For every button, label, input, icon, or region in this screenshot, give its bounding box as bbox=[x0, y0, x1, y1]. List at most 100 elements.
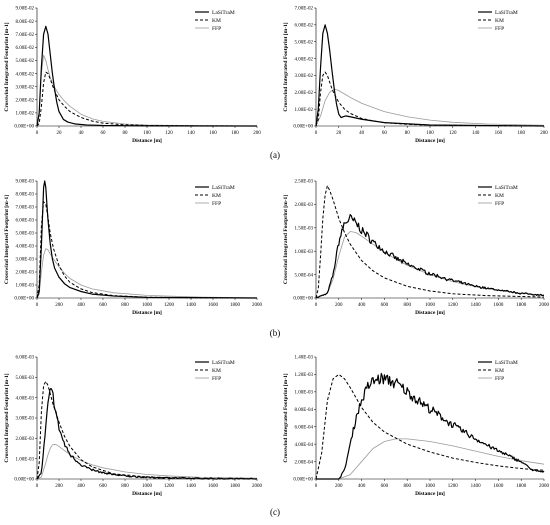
x-tick-label: 1200 bbox=[164, 484, 175, 489]
legend-label-ffp: FFP bbox=[495, 201, 504, 207]
x-tick-label: 140 bbox=[187, 131, 195, 136]
y-tick-label: 2.00E-03 bbox=[295, 203, 314, 208]
x-tick-label: 400 bbox=[358, 484, 366, 489]
x-tick-label: 2000 bbox=[252, 303, 263, 308]
y-tick-label: 6.00E-02 bbox=[16, 46, 35, 51]
x-tick-label: 1600 bbox=[493, 303, 504, 308]
series-line-ffp bbox=[316, 438, 545, 480]
x-tick-label: 2000 bbox=[539, 484, 550, 489]
y-tick-label: 7.00E-02 bbox=[16, 33, 35, 38]
x-tick-label: 0 bbox=[315, 484, 318, 489]
x-tick-label: 120 bbox=[449, 131, 457, 136]
y-tick-label: 3.00E-02 bbox=[295, 74, 314, 79]
x-tick-label: 80 bbox=[405, 131, 411, 136]
y-tick-label: 8.00E-03 bbox=[16, 193, 35, 198]
x-tick-label: 1400 bbox=[186, 303, 197, 308]
chart-c-right: 0.00E+00 2.00E-04 4.00E-04 6.00E-04 8.00E-04… bbox=[283, 356, 550, 497]
x-tick-label: 1000 bbox=[425, 484, 436, 489]
chart-b-right: 0.00E+00 5.00E-04 1.00E-03 1.50E-03 2.00E-03… bbox=[283, 180, 550, 316]
x-axis-label: Distance [m] bbox=[132, 310, 162, 316]
series-line-km bbox=[36, 201, 258, 299]
x-tick-label: 1000 bbox=[425, 303, 436, 308]
x-tick-label: 800 bbox=[403, 484, 411, 489]
y-tick-label: 2.00E-03 bbox=[16, 437, 35, 442]
series-line-km bbox=[36, 380, 258, 480]
legend-label-lasitram: LaSiTraM bbox=[212, 185, 235, 191]
x-tick-label: 200 bbox=[55, 484, 63, 489]
x-tick-label: 600 bbox=[99, 484, 107, 489]
series-line-km bbox=[36, 71, 258, 127]
x-tick-label: 1800 bbox=[516, 484, 527, 489]
legend-label-ffp: FFP bbox=[495, 26, 504, 32]
series-line-lasitram bbox=[36, 387, 258, 480]
series-line-lasitram bbox=[36, 25, 258, 127]
series-line-ffp bbox=[36, 444, 258, 480]
panel-label-c: (c) bbox=[270, 507, 280, 517]
series-line-ffp bbox=[315, 88, 545, 127]
x-tick-label: 600 bbox=[381, 303, 389, 308]
x-axis-label: Distance [m] bbox=[415, 491, 445, 497]
y-axis-label: Crosswind Integrated Footprint [m-1] bbox=[283, 22, 289, 111]
chart-c-left: 0.00E+00 1.00E-03 2.00E-03 3.00E-03 4.00E-03… bbox=[4, 356, 263, 497]
legend-label-lasitram: LaSiTraM bbox=[212, 360, 235, 366]
y-tick-label: 0.00E+00 bbox=[293, 478, 313, 483]
y-tick-label: 5.00E-02 bbox=[16, 59, 35, 64]
legend-label-lasitram: LaSiTraM bbox=[495, 10, 518, 16]
x-tick-label: 20 bbox=[336, 131, 342, 136]
y-tick-label: 5.00E-02 bbox=[295, 40, 314, 45]
legend-label-ffp: FFP bbox=[495, 376, 504, 382]
legend: LaSiTraM KM FFP bbox=[195, 185, 235, 207]
legend-label-lasitram: LaSiTraM bbox=[495, 360, 518, 366]
series-line-ffp bbox=[315, 231, 545, 299]
y-tick-label: 0.00E+00 bbox=[293, 297, 313, 302]
y-tick-label: 4.00E-03 bbox=[16, 396, 35, 401]
y-tick-label: 1.00E-03 bbox=[16, 457, 35, 462]
x-tick-label: 60 bbox=[382, 131, 388, 136]
series-line-ffp bbox=[36, 248, 258, 299]
y-tick-label: 2.00E-03 bbox=[16, 271, 35, 276]
y-tick-label: 5.00E-03 bbox=[16, 376, 35, 381]
y-tick-label: 3.00E-03 bbox=[16, 417, 35, 422]
chart-b-left: 0.00E+00 1.00E-03 2.00E-03 3.00E-03 4.00E-03… bbox=[4, 180, 263, 316]
x-tick-label: 100 bbox=[426, 131, 434, 136]
legend-label-lasitram: LaSiTraM bbox=[495, 185, 518, 191]
y-tick-label: 1.00E-03 bbox=[16, 284, 35, 289]
x-tick-label: 200 bbox=[540, 131, 548, 136]
y-axis-label: Crosswind Integrated Footprint [m-1] bbox=[283, 195, 289, 284]
y-tick-label: 5.00E-04 bbox=[295, 273, 314, 278]
y-axis-label: Crosswind Integrated Footprint [m-1] bbox=[283, 373, 289, 462]
x-tick-label: 200 bbox=[253, 131, 261, 136]
y-tick-label: 3.00E-02 bbox=[16, 85, 35, 90]
y-axis-label: Crosswind Integrated Footprint [m-1] bbox=[4, 22, 10, 111]
y-tick-label: 1.40E-03 bbox=[295, 356, 314, 361]
legend-label-ffp: FFP bbox=[212, 26, 221, 32]
legend-label-km: KM bbox=[212, 193, 221, 199]
x-tick-label: 80 bbox=[123, 131, 129, 136]
legend: LaSiTraM KM FFP bbox=[478, 185, 518, 207]
x-tick-label: 160 bbox=[209, 131, 217, 136]
x-tick-label: 1000 bbox=[142, 484, 153, 489]
x-tick-label: 120 bbox=[165, 131, 173, 136]
y-tick-label: 1.20E-03 bbox=[295, 373, 314, 378]
x-tick-label: 2000 bbox=[252, 484, 263, 489]
x-tick-label: 0 bbox=[36, 303, 39, 308]
y-tick-label: 3.00E-03 bbox=[16, 258, 35, 263]
y-tick-label: 2.50E-03 bbox=[295, 180, 314, 185]
chart-a-right: 0.00E+00 1.00E-02 2.00E-02 3.00E-02 4.00E-02… bbox=[283, 7, 548, 144]
series-line-lasitram bbox=[315, 24, 545, 127]
legend-label-ffp: FFP bbox=[212, 376, 221, 382]
x-tick-label: 1400 bbox=[186, 484, 197, 489]
panel-label-a: (a) bbox=[270, 150, 280, 160]
x-tick-label: 1600 bbox=[493, 484, 504, 489]
y-tick-label: 7.00E-02 bbox=[295, 7, 314, 12]
y-tick-label: 0.00E+00 bbox=[14, 125, 34, 130]
x-axis-label: Distance [m] bbox=[132, 491, 162, 497]
y-tick-label: 1.00E-03 bbox=[295, 250, 314, 255]
x-axis-label: Distance [m] bbox=[132, 138, 162, 144]
legend-label-km: KM bbox=[212, 18, 221, 24]
x-tick-label: 0 bbox=[315, 131, 318, 136]
series-line-ffp bbox=[36, 54, 258, 127]
y-tick-label: 0.00E+00 bbox=[14, 297, 34, 302]
x-tick-label: 1800 bbox=[230, 484, 241, 489]
